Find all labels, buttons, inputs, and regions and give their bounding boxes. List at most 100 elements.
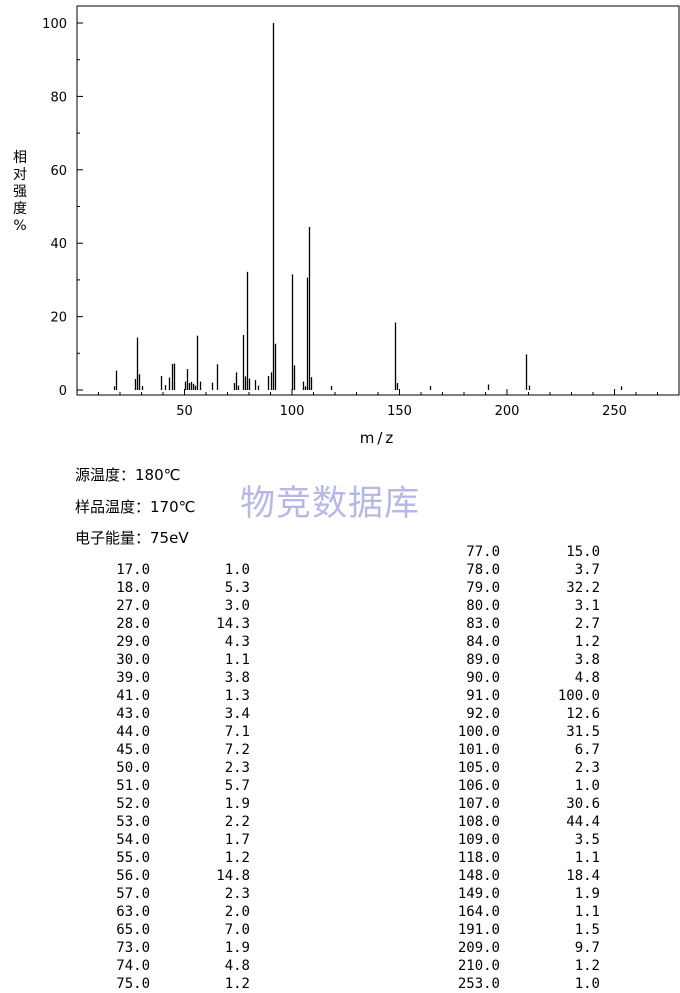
abundance-value: 3.8 — [574, 652, 600, 668]
abundance-value: 1.1 — [574, 904, 600, 920]
table-row: 65.0 7.0 — [90, 921, 250, 939]
table-row: 17.0 1.0 — [90, 561, 250, 579]
abundance-value: 44.4 — [566, 814, 600, 830]
table-row: 253.0 1.0 — [440, 975, 600, 993]
mz-value: 164.0 — [457, 904, 500, 920]
table-row: 105.0 2.3 — [440, 759, 600, 777]
mz-value: 65.0 — [116, 922, 150, 938]
table-row: 18.0 5.3 — [90, 579, 250, 597]
abundance-value: 12.6 — [566, 706, 600, 722]
electron-energy: 电子能量：75eV — [75, 529, 189, 547]
plot-frame — [76, 5, 680, 396]
abundance-value: 2.2 — [224, 814, 250, 830]
table-row: 209.0 9.7 — [440, 939, 600, 957]
abundance-value: 2.3 — [224, 760, 250, 776]
x-tick-label: 50 — [176, 404, 193, 419]
mz-value: 191.0 — [457, 922, 500, 938]
mz-value: 92.0 — [466, 706, 500, 722]
mz-value: 63.0 — [116, 904, 150, 920]
mz-value: 100.0 — [457, 724, 500, 740]
mz-value: 105.0 — [457, 760, 500, 776]
y-axis-label-char: 对 — [13, 167, 27, 183]
table-row: 55.0 1.2 — [90, 849, 250, 867]
abundance-value: 1.0 — [224, 562, 250, 578]
y-tick-label: 20 — [50, 311, 67, 326]
table-row: 90.0 4.8 — [440, 669, 600, 687]
y-axis: 0 20 40 60 80 100 — [42, 17, 83, 399]
mz-value: 56.0 — [116, 868, 150, 884]
abundance-value: 1.9 — [224, 796, 250, 812]
sample-temperature: 样品温度：170℃ — [75, 498, 196, 516]
abundance-value: 14.3 — [216, 616, 250, 632]
table-row: 45.0 7.2 — [90, 741, 250, 759]
abundance-value: 4.3 — [224, 634, 250, 650]
table-row: 57.0 2.3 — [90, 885, 250, 903]
table-row: 41.0 1.3 — [90, 687, 250, 705]
mz-value: 101.0 — [457, 742, 500, 758]
abundance-value: 4.8 — [574, 670, 600, 686]
table-row: 78.0 3.7 — [440, 561, 600, 579]
abundance-value: 1.7 — [224, 832, 250, 848]
abundance-value: 1.9 — [574, 886, 600, 902]
table-row: 50.0 2.3 — [90, 759, 250, 777]
mz-value: 44.0 — [116, 724, 150, 740]
abundance-value: 1.0 — [574, 976, 600, 992]
mass-spectrum-chart: 0 20 40 60 80 100 50 100 150 200 250 m/z — [42, 5, 680, 447]
mz-value: 210.0 — [457, 958, 500, 974]
abundance-value: 7.0 — [224, 922, 250, 938]
abundance-value: 1.2 — [574, 958, 600, 974]
table-row: 84.0 1.2 — [440, 633, 600, 651]
abundance-value: 1.2 — [224, 850, 250, 866]
abundance-value: 2.3 — [574, 760, 600, 776]
abundance-value: 18.4 — [566, 868, 600, 884]
table-row: 101.0 6.7 — [440, 741, 600, 759]
y-tick-label: 40 — [50, 237, 67, 252]
mz-value: 91.0 — [466, 688, 500, 704]
table-row: 118.0 1.1 — [440, 849, 600, 867]
table-row: 108.0 44.4 — [440, 813, 600, 831]
table-row: 54.0 1.7 — [90, 831, 250, 849]
x-tick-label: 200 — [495, 404, 520, 419]
abundance-value: 2.3 — [224, 886, 250, 902]
mz-value: 90.0 — [466, 670, 500, 686]
abundance-value: 14.8 — [216, 868, 250, 884]
abundance-value: 1.5 — [574, 922, 600, 938]
table-row: 106.0 1.0 — [440, 777, 600, 795]
source-temperature: 源温度：180℃ — [75, 466, 181, 484]
table-row: 149.0 1.9 — [440, 885, 600, 903]
table-row: 30.0 1.1 — [90, 651, 250, 669]
table-row: 75.0 1.2 — [90, 975, 250, 993]
x-axis: 50 100 150 200 250 — [98, 389, 680, 419]
y-axis-label-char: 强 — [13, 184, 27, 200]
mz-value: 73.0 — [116, 940, 150, 956]
abundance-value: 4.8 — [224, 958, 250, 974]
mz-value: 79.0 — [466, 580, 500, 596]
mz-value: 52.0 — [116, 796, 150, 812]
abundance-value: 3.7 — [574, 562, 600, 578]
abundance-value: 9.7 — [574, 940, 600, 956]
mz-value: 83.0 — [466, 616, 500, 632]
mz-value: 209.0 — [457, 940, 500, 956]
mz-value: 253.0 — [457, 976, 500, 992]
table-row: 91.0 100.0 — [440, 687, 600, 705]
abundance-value: 31.5 — [566, 724, 600, 740]
mz-value: 41.0 — [116, 688, 150, 704]
mz-value: 108.0 — [457, 814, 500, 830]
abundance-value: 5.7 — [224, 778, 250, 794]
abundance-value: 3.5 — [574, 832, 600, 848]
table-row: 44.0 7.1 — [90, 723, 250, 741]
abundance-value: 7.1 — [224, 724, 250, 740]
mz-value: 18.0 — [116, 580, 150, 596]
table-row: 77.0 15.0 — [440, 543, 600, 561]
mz-value: 80.0 — [466, 598, 500, 614]
table-row: 27.0 3.0 — [90, 597, 250, 615]
abundance-value: 1.3 — [224, 688, 250, 704]
y-axis-label-char: % — [13, 218, 27, 234]
abundance-value: 1.1 — [574, 850, 600, 866]
abundance-value: 1.2 — [224, 976, 250, 992]
y-tick-label: 60 — [50, 164, 67, 179]
y-axis-label-char: 度 — [13, 201, 27, 217]
table-row: 79.0 32.2 — [440, 579, 600, 597]
table-row: 83.0 2.7 — [440, 615, 600, 633]
mz-value: 43.0 — [116, 706, 150, 722]
